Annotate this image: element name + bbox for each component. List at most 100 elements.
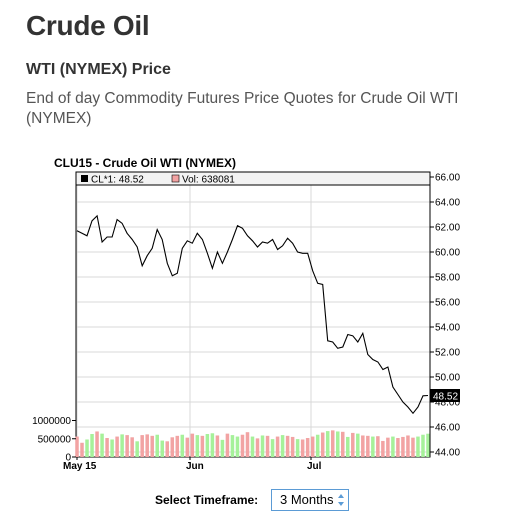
volume-bar bbox=[190, 433, 195, 457]
price-chart: 44.00 46.00 48.00 50.00 52.00 54.00 56.00 58.00… bbox=[32, 171, 460, 472]
price-series bbox=[76, 214, 429, 415]
volume-bar bbox=[240, 434, 245, 457]
legend-volume-label: Vol: 638081 bbox=[182, 175, 235, 186]
volume-bar bbox=[351, 432, 355, 457]
volume-bar bbox=[160, 440, 164, 457]
volume-bar bbox=[230, 435, 235, 457]
volume-bar bbox=[396, 438, 400, 457]
legend-price-label: CL*1: 48.52 bbox=[91, 175, 144, 186]
volume-bar bbox=[180, 434, 185, 457]
volume-bar bbox=[260, 435, 265, 457]
legend-price-swatch bbox=[81, 175, 88, 182]
volume-bar bbox=[290, 436, 295, 457]
legend-bar bbox=[75, 171, 431, 186]
price-tick-label: 50.00 bbox=[435, 373, 460, 384]
volume-bar bbox=[200, 435, 205, 457]
volume-bar bbox=[220, 439, 225, 457]
chart-grid bbox=[76, 172, 430, 457]
date-tick-label: May 15 bbox=[63, 461, 97, 472]
volume-bar bbox=[325, 431, 330, 457]
price-tick-label: 58.00 bbox=[435, 273, 460, 284]
date-tick-label: Jul bbox=[307, 461, 322, 472]
volume-bar bbox=[391, 436, 395, 457]
volume-bar bbox=[90, 434, 94, 457]
price-tick-label: 62.00 bbox=[435, 223, 460, 234]
last-price-marker: 48.52 bbox=[430, 389, 460, 403]
volume-bar bbox=[140, 435, 144, 457]
volume-bar bbox=[245, 432, 250, 457]
volume-bar bbox=[330, 430, 335, 457]
volume-bar bbox=[95, 431, 99, 457]
volume-bar bbox=[215, 435, 220, 457]
price-tick-label: 54.00 bbox=[435, 323, 460, 334]
legend-volume-swatch bbox=[171, 174, 180, 183]
volume-bars bbox=[75, 430, 430, 457]
volume-bar bbox=[346, 436, 350, 457]
volume-bar bbox=[100, 433, 104, 457]
volume-bar bbox=[105, 438, 109, 457]
volume-bar bbox=[235, 436, 240, 457]
volume-bar bbox=[110, 439, 114, 457]
volume-bar bbox=[255, 438, 260, 457]
timeframe-select[interactable]: 3 Months bbox=[271, 489, 349, 511]
volume-bar bbox=[406, 435, 410, 457]
volume-bar bbox=[130, 437, 134, 457]
price-tick-label: 56.00 bbox=[435, 298, 460, 309]
volume-bar bbox=[85, 439, 89, 457]
volume-bar bbox=[305, 438, 310, 457]
last-price-box bbox=[430, 389, 460, 402]
volume-bar bbox=[135, 441, 139, 457]
price-tick-label: 52.00 bbox=[435, 348, 460, 359]
volume-bar bbox=[300, 439, 305, 457]
price-tick-label: 60.00 bbox=[435, 248, 460, 259]
volume-bar bbox=[285, 435, 290, 457]
volume-tick-label: 0 bbox=[65, 453, 71, 464]
volume-bar bbox=[265, 435, 270, 457]
volume-bar bbox=[356, 433, 360, 457]
price-tick-label: 64.00 bbox=[435, 198, 460, 209]
price-tick-label: 46.00 bbox=[435, 423, 460, 434]
updown-arrows-icon bbox=[338, 494, 344, 506]
volume-bar bbox=[175, 435, 180, 457]
page-subtitle: WTI (NYMEX) Price bbox=[26, 61, 171, 78]
volume-bar bbox=[125, 435, 129, 457]
volume-bar bbox=[150, 435, 154, 457]
date-tick-label: Jun bbox=[186, 461, 204, 472]
price-tick-label: 44.00 bbox=[435, 448, 460, 459]
volume-bar bbox=[366, 435, 370, 457]
volume-bar bbox=[225, 433, 230, 457]
timeframe-value: 3 Months bbox=[280, 492, 334, 507]
volume-bar bbox=[376, 436, 380, 457]
volume-bar bbox=[295, 439, 300, 457]
volume-tick-label: 500000 bbox=[38, 434, 72, 445]
volume-bar bbox=[371, 436, 375, 457]
volume-bar bbox=[320, 432, 325, 457]
volume-bar bbox=[115, 436, 119, 457]
volume-bar bbox=[75, 436, 79, 457]
volume-bar bbox=[315, 434, 320, 457]
volume-axis: 1000000 500000 0 bbox=[32, 416, 76, 464]
volume-bar bbox=[386, 437, 390, 457]
volume-bar bbox=[401, 436, 405, 457]
volume-tick-label: 1000000 bbox=[32, 416, 71, 427]
page-title: Crude Oil bbox=[26, 10, 150, 41]
volume-bar bbox=[421, 434, 425, 457]
timeframe-label: Select Timeframe: bbox=[155, 493, 259, 507]
volume-bar bbox=[310, 436, 315, 457]
page-description: End of day Commodity Futures Price Quote… bbox=[26, 90, 459, 127]
volume-bar bbox=[361, 435, 365, 457]
volume-bar bbox=[416, 436, 420, 457]
chart-legend: CL*1: 48.52 Vol: 638081 bbox=[75, 171, 431, 186]
volume-bar bbox=[185, 437, 190, 457]
chart-title: CLU15 - Crude Oil WTI (NYMEX) bbox=[54, 156, 237, 170]
volume-bar bbox=[275, 436, 280, 457]
volume-bar bbox=[335, 431, 340, 457]
price-line bbox=[76, 214, 429, 415]
volume-bar bbox=[165, 441, 170, 457]
chart-plot-frame bbox=[75, 171, 431, 458]
volume-bar bbox=[120, 434, 124, 457]
volume-bar bbox=[210, 433, 215, 457]
volume-bar bbox=[381, 440, 385, 457]
volume-bar bbox=[170, 437, 175, 457]
volume-bar bbox=[155, 434, 159, 457]
